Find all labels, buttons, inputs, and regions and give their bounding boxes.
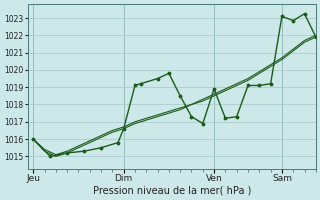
- X-axis label: Pression niveau de la mer( hPa ): Pression niveau de la mer( hPa ): [92, 186, 251, 196]
